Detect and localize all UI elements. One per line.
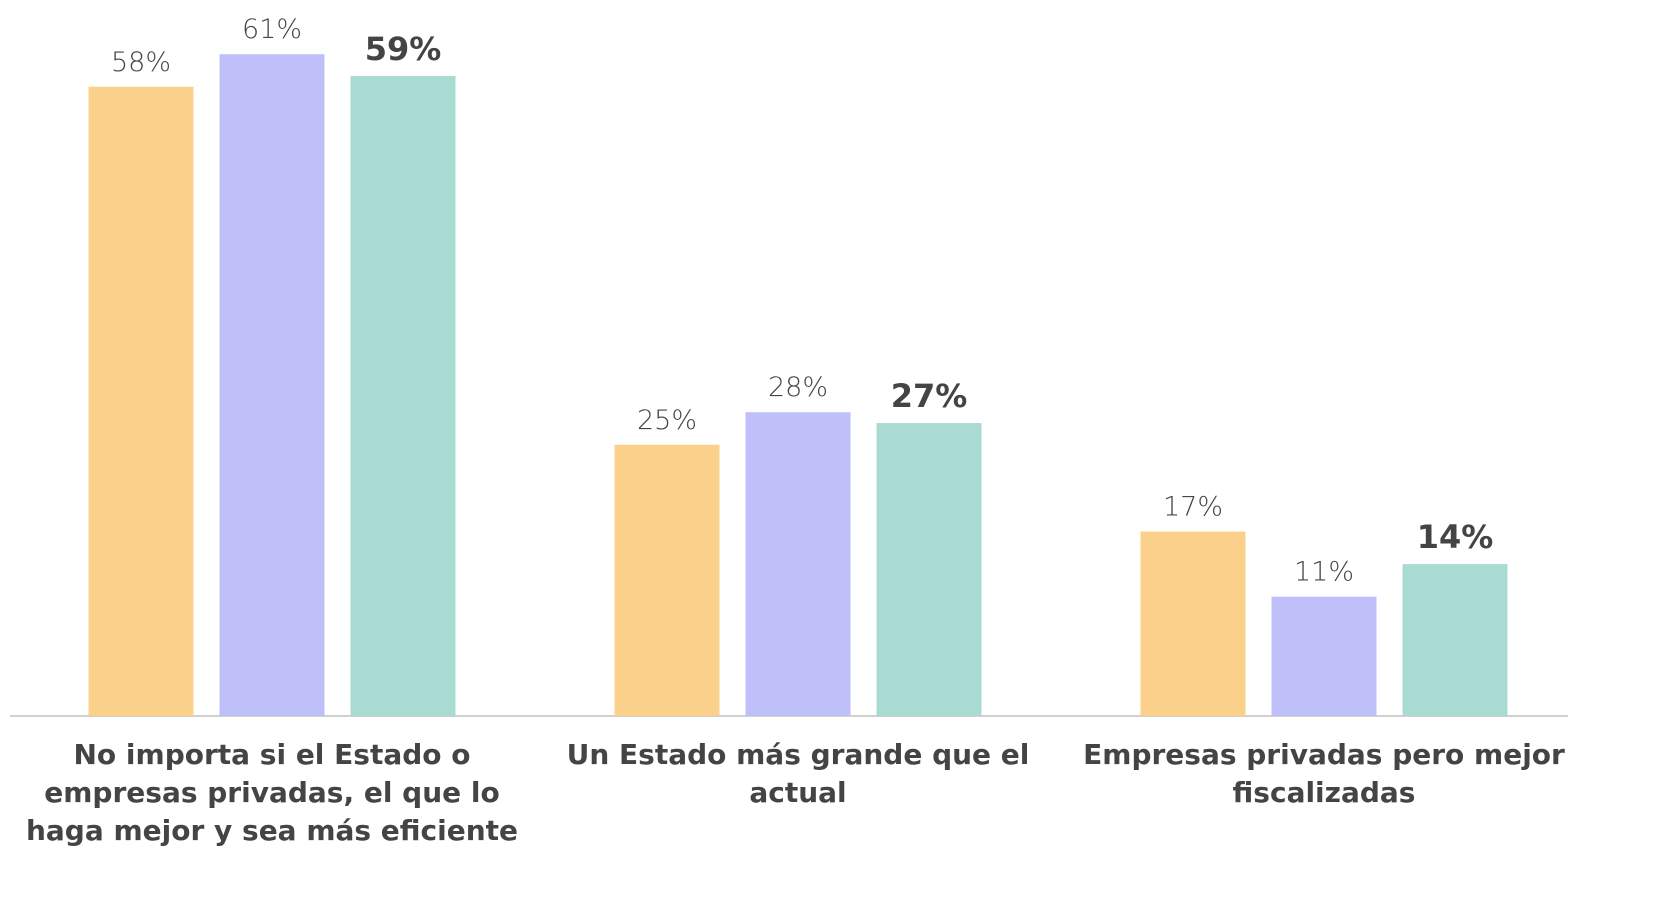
value-label: 27%	[891, 377, 968, 415]
bar	[350, 75, 456, 716]
bar	[1402, 564, 1508, 716]
bar	[745, 412, 851, 716]
value-label: 25%	[637, 405, 697, 436]
bar	[876, 423, 982, 716]
value-label: 14%	[1417, 518, 1494, 556]
value-label: 58%	[111, 47, 171, 78]
value-label: 59%	[365, 30, 442, 68]
x-tick-label: Empresas privadas pero mejor fiscalizada…	[1083, 738, 1565, 809]
bar	[1271, 596, 1377, 716]
bar	[1140, 531, 1246, 716]
bar	[88, 86, 194, 716]
value-label: 28%	[768, 372, 828, 403]
value-label: 17%	[1163, 492, 1223, 523]
bar	[219, 54, 325, 716]
value-label: 61%	[242, 14, 302, 45]
bar	[614, 444, 720, 716]
x-tick-label: Un Estado más grande que el actual	[566, 738, 1030, 809]
value-label: 11%	[1294, 557, 1354, 588]
x-tick-label: No importa si el Estado o empresas priva…	[25, 738, 519, 847]
